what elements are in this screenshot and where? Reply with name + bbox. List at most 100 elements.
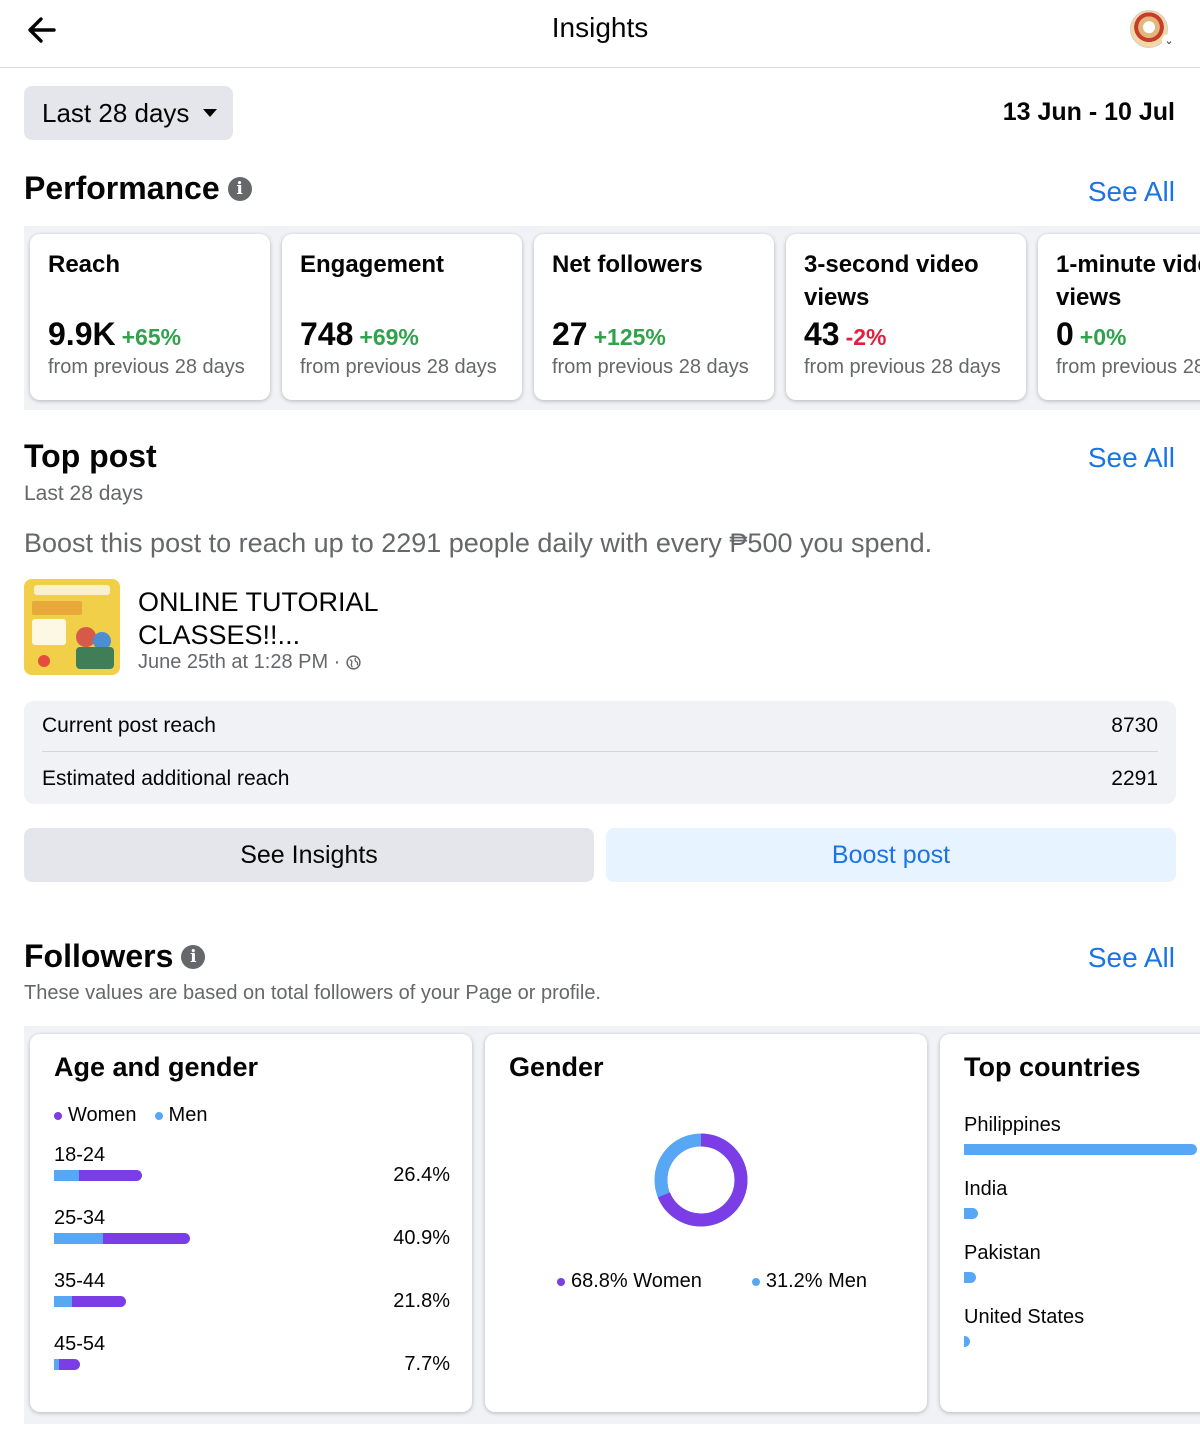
gender-card[interactable]: Gender 68.8% Women 31.2% Men — [485, 1034, 927, 1412]
card-delta: -2% — [845, 324, 887, 350]
age-bar-women — [72, 1296, 127, 1307]
back-button[interactable] — [24, 12, 64, 48]
video-views-3s-card[interactable]: 3-second video views 43 -2% from previous… — [786, 234, 1026, 400]
card-comparison: from previous 28 days — [48, 356, 245, 378]
net-followers-card[interactable]: Net followers 27 +125% from previous 28 d… — [534, 234, 774, 400]
caret-down-icon — [203, 109, 218, 117]
gender-women-label: 68.8% Women — [571, 1270, 702, 1292]
date-range-dropdown[interactable]: Last 28 days — [24, 86, 233, 140]
age-gender-legend: Women Men — [54, 1104, 207, 1127]
age-range-label: 35-44 — [54, 1270, 106, 1292]
date-range-text: 13 Jun - 10 Jul — [1002, 98, 1175, 126]
card-title: Gender — [509, 1052, 604, 1082]
age-range-label: 25-34 — [54, 1207, 106, 1229]
performance-cards-carousel[interactable]: Reach 9.9K +65% from previous 28 days Eng… — [24, 226, 1200, 410]
card-comparison: from previous 28 days — [552, 356, 749, 378]
current-reach-value: 8730 — [1111, 714, 1158, 737]
performance-heading: Performance i — [24, 170, 252, 207]
post-meta: June 25th at 1:28 PM · — [138, 651, 361, 674]
age-bar-women — [59, 1359, 80, 1370]
card-value: 27 — [552, 316, 588, 352]
estimated-reach-label: Estimated additional reach — [42, 766, 290, 790]
top-post-see-all-link[interactable]: See All — [1087, 442, 1175, 473]
top-countries-card[interactable]: Top countries Philippines India Pakistan Un… — [940, 1034, 1200, 1412]
followers-heading: Followers i — [24, 938, 206, 975]
card-title: Top countries — [964, 1052, 1141, 1082]
age-percentage: 7.7% — [404, 1353, 450, 1375]
country-row: United States — [964, 1306, 1200, 1364]
video-views-1m-card[interactable]: 1-minute video views 0+0% from previous … — [1038, 234, 1200, 400]
performance-see-all-link[interactable]: See All — [1087, 176, 1175, 207]
top-post-heading: Top post — [24, 438, 157, 475]
estimated-reach-value: 2291 — [1111, 766, 1158, 790]
post-thumbnail[interactable] — [24, 579, 120, 675]
age-range-label: 45-54 — [54, 1333, 106, 1355]
age-bar — [54, 1359, 80, 1370]
men-dot — [154, 1111, 163, 1120]
engagement-card[interactable]: Engagement 748 +69% from previous 28 days — [282, 234, 522, 400]
card-title: Age and gender — [54, 1052, 259, 1082]
age-bar-women — [102, 1233, 190, 1244]
country-bar — [964, 1208, 978, 1219]
card-label: 1-minute video views — [1056, 251, 1200, 311]
age-bar-men — [54, 1170, 79, 1181]
women-dot — [557, 1277, 565, 1286]
card-value: 0 — [1056, 316, 1074, 352]
top-post-period: Last 28 days — [24, 482, 144, 505]
reach-card[interactable]: Reach 9.9K +65% from previous 28 days — [30, 234, 270, 400]
see-insights-button[interactable]: See Insights — [24, 828, 594, 882]
globe-icon — [346, 655, 361, 670]
page-title: Insights — [551, 12, 649, 43]
age-bar-men — [54, 1296, 73, 1307]
donut-women-segment — [654, 1133, 748, 1227]
profile-switcher[interactable]: ⌄ — [1130, 10, 1176, 50]
card-value: 9.9K — [48, 316, 116, 352]
card-value: 43 — [804, 316, 840, 352]
estimated-reach-row: Estimated additional reach 2291 — [42, 753, 1158, 804]
card-comparison: from previous 28 days — [1056, 356, 1200, 378]
current-reach-row: Current post reach 8730 — [42, 701, 1158, 752]
card-label: Reach — [48, 251, 121, 278]
women-dot — [54, 1111, 62, 1120]
post-thumbnail-image — [24, 579, 120, 675]
card-comparison: from previous 28 days — [300, 356, 497, 378]
post-timestamp: June 25th at 1:28 PM · — [138, 651, 341, 673]
country-row: Pakistan — [964, 1242, 1200, 1300]
age-bar — [54, 1296, 127, 1307]
age-row: 25-34 40.9% — [54, 1207, 450, 1263]
current-reach-label: Current post reach — [42, 714, 216, 737]
age-percentage: 40.9% — [393, 1227, 450, 1249]
followers-cards-carousel[interactable]: Age and gender Women Men 18-24 26.4% 25-34… — [24, 1026, 1200, 1424]
gender-donut-chart — [654, 1133, 748, 1227]
age-gender-card[interactable]: Age and gender Women Men 18-24 26.4% 25-34… — [30, 1034, 472, 1412]
top-post-title: Top post — [24, 438, 157, 474]
info-icon[interactable]: i — [227, 176, 252, 201]
performance-title: Performance — [24, 170, 220, 206]
age-row: 18-24 26.4% — [54, 1144, 450, 1200]
age-bar — [54, 1233, 190, 1244]
followers-title: Followers — [24, 938, 174, 974]
age-bar-women — [78, 1170, 142, 1181]
country-bar — [964, 1144, 1197, 1155]
gender-legend: 68.8% Women 31.2% Men — [557, 1270, 867, 1293]
country-bar — [964, 1272, 976, 1283]
country-name: Pakistan — [964, 1242, 1041, 1264]
age-percentage: 26.4% — [393, 1164, 450, 1186]
legend-men: Men — [168, 1104, 208, 1126]
legend-women: Women — [68, 1104, 137, 1126]
age-row: 35-44 21.8% — [54, 1270, 450, 1326]
boost-post-button[interactable]: Boost post — [606, 828, 1176, 882]
post-title[interactable]: ONLINE TUTORIAL CLASSES!!... — [138, 587, 378, 650]
card-value: 748 — [300, 316, 354, 352]
followers-see-all-link[interactable]: See All — [1087, 942, 1175, 973]
men-dot — [751, 1277, 760, 1286]
card-delta: +125% — [593, 324, 666, 350]
country-name: United States — [964, 1306, 1085, 1328]
avatar — [1130, 10, 1168, 48]
country-row: India — [964, 1178, 1200, 1236]
card-label: 3-second video views — [804, 251, 979, 311]
age-bar-men — [54, 1359, 60, 1370]
country-name: India — [964, 1178, 1008, 1200]
age-percentage: 21.8% — [393, 1290, 450, 1312]
info-icon[interactable]: i — [181, 944, 206, 969]
